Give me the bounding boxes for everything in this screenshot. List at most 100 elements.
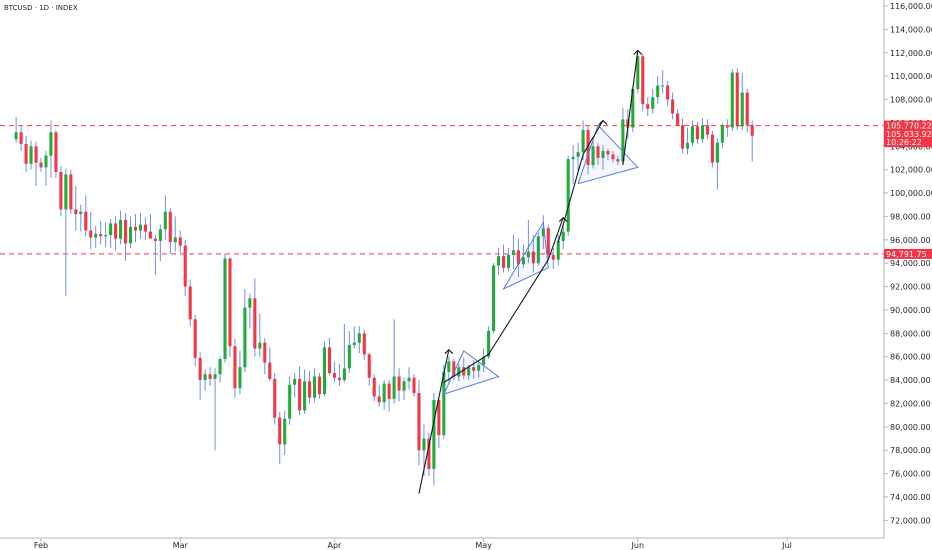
candle[interactable]	[397, 368, 401, 402]
candle[interactable]	[447, 356, 451, 383]
candle[interactable]	[676, 108, 680, 127]
candle[interactable]	[233, 339, 237, 398]
candle[interactable]	[253, 278, 257, 357]
candle[interactable]	[651, 89, 655, 114]
trend-line-0[interactable]	[418, 349, 450, 494]
candle[interactable]	[591, 140, 595, 169]
candle[interactable]	[39, 157, 43, 173]
candle[interactable]	[631, 86, 635, 133]
candle[interactable]	[482, 348, 486, 372]
candle[interactable]	[24, 135, 28, 173]
candle[interactable]	[317, 373, 322, 399]
candle[interactable]	[402, 377, 406, 400]
candle[interactable]	[492, 263, 496, 334]
candle[interactable]	[158, 224, 162, 261]
candle[interactable]	[278, 411, 282, 465]
candle[interactable]	[337, 363, 341, 386]
candle[interactable]	[442, 364, 446, 439]
candle[interactable]	[606, 148, 610, 161]
candle[interactable]	[367, 353, 371, 386]
candle[interactable]	[34, 141, 38, 187]
candle[interactable]	[681, 118, 685, 154]
candle[interactable]	[69, 169, 73, 215]
candle[interactable]	[223, 253, 227, 363]
x-tick-labels[interactable]: Feb Mar Apr May Jun Jul	[34, 538, 792, 550]
candle[interactable]	[745, 89, 749, 133]
candle[interactable]	[243, 288, 247, 372]
candle[interactable]	[576, 142, 580, 173]
candle[interactable]	[54, 129, 58, 178]
candle[interactable]	[208, 367, 212, 386]
candle[interactable]	[690, 120, 695, 147]
candle[interactable]	[198, 352, 202, 400]
candle[interactable]	[347, 330, 351, 374]
candle[interactable]	[168, 208, 172, 254]
candle[interactable]	[203, 369, 207, 391]
candle[interactable]	[248, 293, 252, 329]
candle[interactable]	[407, 367, 411, 390]
candle[interactable]	[685, 127, 690, 155]
candle[interactable]	[19, 125, 23, 151]
candle[interactable]	[646, 97, 650, 116]
candle[interactable]	[501, 244, 506, 273]
triangle-pattern-2[interactable]	[577, 124, 639, 185]
candle[interactable]	[163, 195, 167, 240]
candle[interactable]	[531, 235, 535, 273]
candle[interactable]	[710, 131, 714, 168]
candle[interactable]	[561, 224, 565, 250]
triangle-pattern-0[interactable]	[442, 350, 500, 395]
trend-line-4[interactable]	[622, 50, 639, 166]
candle[interactable]	[79, 204, 83, 232]
candle[interactable]	[143, 217, 147, 240]
candle[interactable]	[188, 279, 192, 327]
candle[interactable]	[84, 195, 88, 237]
candle[interactable]	[89, 211, 93, 250]
candle[interactable]	[477, 361, 481, 378]
candle[interactable]	[228, 257, 232, 357]
trend-line-2[interactable]	[547, 217, 564, 260]
candle[interactable]	[596, 142, 600, 165]
y-tick-labels[interactable]: 72,000.00 74,000.00 76,000.00 78,000.00 80,0…	[884, 2, 932, 525]
candle[interactable]	[437, 398, 441, 448]
trend-line-1[interactable]	[443, 259, 549, 383]
candle[interactable]	[332, 361, 336, 383]
candle[interactable]	[666, 80, 670, 107]
candle[interactable]	[352, 326, 356, 349]
candle[interactable]	[59, 166, 63, 217]
candle[interactable]	[387, 380, 391, 412]
candle[interactable]	[382, 380, 386, 410]
candle[interactable]	[506, 247, 511, 272]
candle[interactable]	[586, 125, 590, 175]
candle[interactable]	[462, 357, 466, 379]
candle[interactable]	[153, 235, 157, 275]
candle[interactable]	[124, 212, 128, 261]
candle[interactable]	[99, 221, 103, 245]
candle[interactable]	[183, 239, 187, 296]
candle[interactable]	[283, 410, 287, 455]
candle[interactable]	[695, 121, 700, 144]
candle[interactable]	[392, 319, 396, 404]
candle[interactable]	[571, 145, 575, 184]
candle[interactable]	[671, 92, 675, 120]
candle[interactable]	[178, 230, 182, 253]
candle[interactable]	[516, 238, 520, 278]
candle[interactable]	[621, 107, 625, 164]
candle[interactable]	[412, 374, 416, 397]
candle[interactable]	[661, 70, 665, 94]
candle[interactable]	[312, 368, 317, 403]
candle[interactable]	[138, 212, 143, 239]
candle[interactable]	[44, 150, 48, 187]
candle[interactable]	[29, 140, 33, 170]
candle[interactable]	[427, 432, 431, 476]
candle[interactable]	[128, 216, 133, 248]
candle[interactable]	[293, 373, 297, 398]
candle[interactable]	[193, 314, 197, 367]
trend-line-3[interactable]	[557, 120, 604, 243]
candle[interactable]	[268, 347, 272, 382]
candle[interactable]	[64, 168, 68, 296]
candle[interactable]	[636, 52, 640, 94]
candle[interactable]	[601, 145, 605, 170]
candle[interactable]	[551, 247, 555, 270]
candle[interactable]	[725, 119, 729, 137]
candle[interactable]	[511, 235, 516, 270]
